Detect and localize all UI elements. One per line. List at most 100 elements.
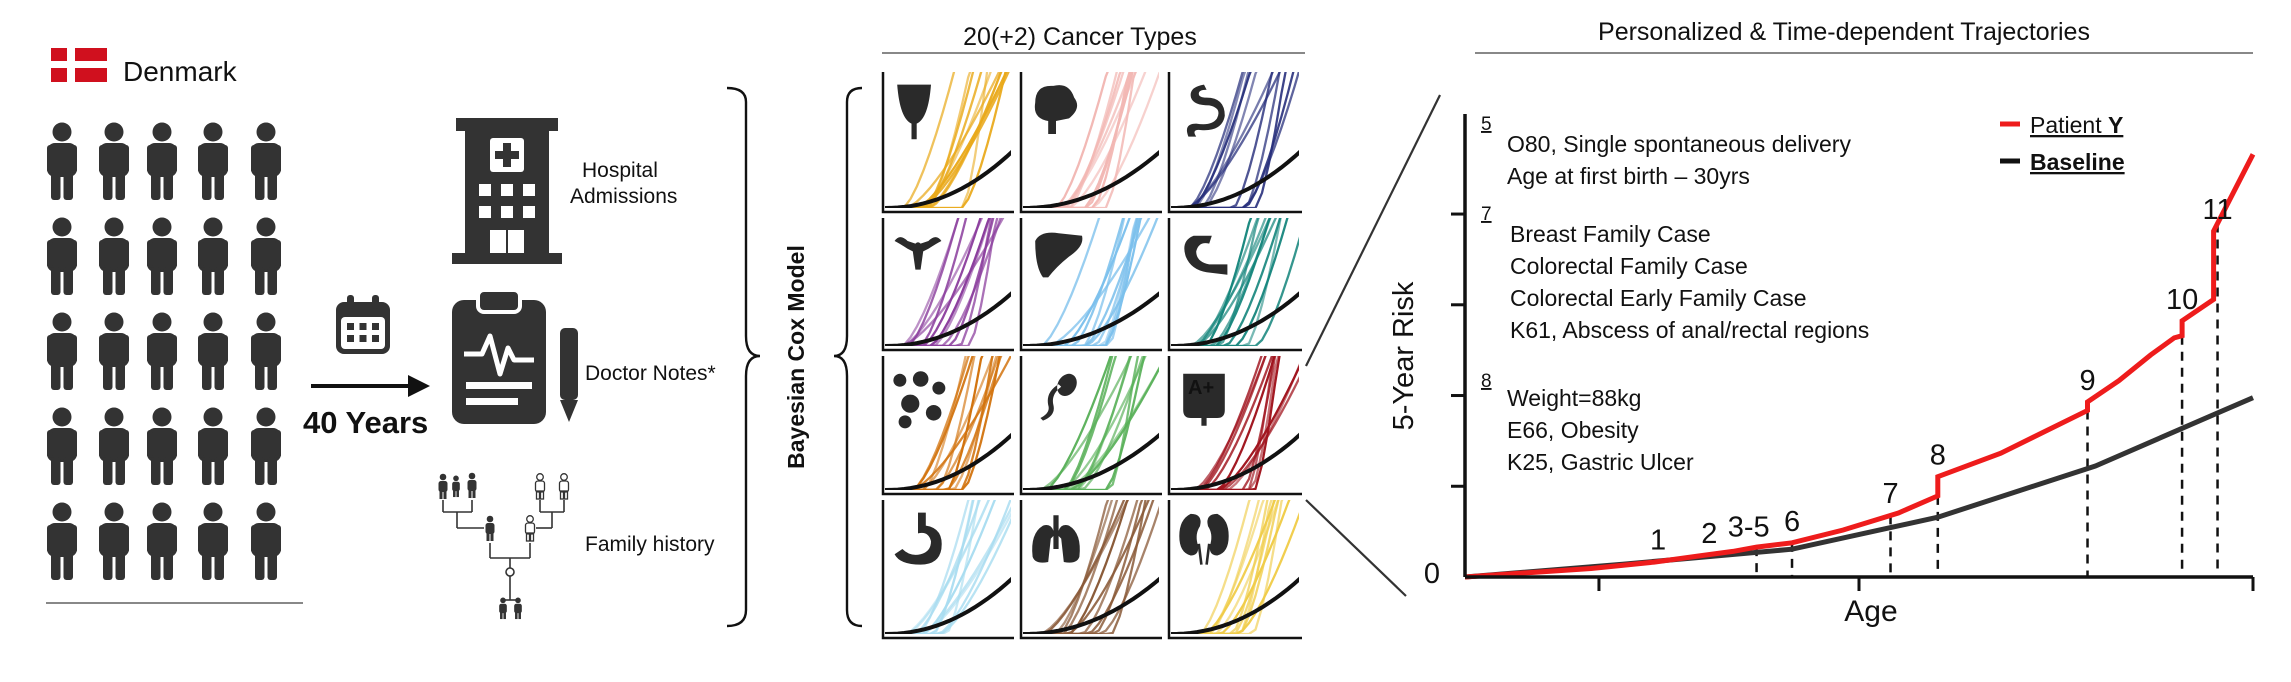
risk-curve: [1023, 500, 1150, 634]
y-zero-label: 0: [1424, 558, 1440, 590]
risk-curve: [1023, 72, 1159, 208]
person-icon: [99, 122, 129, 200]
risk-curve: [1023, 500, 1110, 634]
event-group-num: 8: [1481, 371, 1492, 392]
risk-curve: [1023, 218, 1143, 346]
risk-curve: [1171, 500, 1284, 634]
cell-axes: [1167, 356, 1302, 496]
risk-curves: [884, 356, 1011, 490]
risk-curve: [885, 72, 992, 208]
person-icon: [47, 217, 77, 295]
lungs-icon: [1032, 515, 1080, 563]
person-icon: [251, 122, 281, 200]
risk-curve: [1023, 356, 1117, 490]
blood-type-badge: A+: [1188, 377, 1214, 399]
risk-curve: [1023, 500, 1147, 634]
risk-curve: [1023, 218, 1159, 346]
chart-legend: Patient Y Baseline: [2000, 112, 2125, 175]
cancer-cell: [1019, 218, 1162, 352]
mean-risk-curve: [884, 150, 1011, 208]
risk-curve: [1171, 500, 1251, 634]
risk-curve: [1023, 72, 1134, 208]
cancer-cell: [881, 356, 1014, 496]
event-group-text: Weight=88kg E66, Obesity K25, Gastric Ul…: [1507, 385, 1694, 475]
person-icon: [251, 407, 281, 485]
person-icon: [198, 502, 228, 580]
risk-curve: [1171, 218, 1289, 346]
mean-risk-curve: [1170, 150, 1299, 208]
cancer-cell: [1167, 500, 1302, 640]
person-icon: [99, 312, 129, 390]
person-icon: [147, 122, 177, 200]
brain-icon: [1034, 85, 1078, 134]
kidney-icon: [1179, 513, 1229, 565]
risk-curve: [1171, 72, 1287, 208]
risk-curve: [885, 500, 975, 634]
person-icon: [251, 312, 281, 390]
person-icon: [251, 502, 281, 580]
zoom-line-bottom: [1305, 499, 1407, 597]
population-grid: [47, 122, 281, 580]
risk-curve: [885, 356, 1003, 490]
risk-curve: [885, 500, 970, 634]
risk-curve: [885, 72, 975, 208]
risk-curve: [1023, 500, 1129, 634]
risk-curve: [1171, 356, 1276, 490]
risk-curve: [1023, 72, 1147, 208]
event-marker-label: 3-5: [1728, 511, 1770, 543]
event-group-num: 7: [1481, 204, 1492, 225]
cancer-panel-title: 20(+2) Cancer Types: [963, 23, 1197, 51]
cancer-cell: [881, 72, 1014, 214]
risk-curve: [1171, 500, 1269, 634]
event-markers: 1 2 3-5 6 78 9 10 11: [1650, 194, 2233, 556]
hospital-icon: [452, 118, 562, 264]
risk-curves: [884, 500, 1011, 634]
timeline-arrow: [311, 375, 430, 397]
person-icon: [251, 217, 281, 295]
event-dashes: [1755, 223, 2219, 577]
model-label: Bayesian Cox Model: [783, 245, 809, 469]
risk-curve: [1171, 356, 1274, 490]
model-brace: [833, 86, 863, 628]
risk-curve: [1171, 500, 1280, 634]
cancer-cell: [1019, 72, 1162, 214]
data-sources: Hospital Admissions Doctor Notes*: [438, 86, 761, 628]
blood-bag-icon: [1183, 373, 1225, 426]
risk-curve: [885, 218, 999, 346]
y-axis-ticks: [1451, 212, 1465, 488]
event-marker-label: 6: [1784, 506, 1800, 538]
patient-series-line: [1464, 153, 2256, 580]
risk-curves: [1170, 500, 1299, 634]
lymph-node-icon: [893, 371, 946, 429]
x-axis-ticks: [1597, 577, 2255, 591]
risk-curve: [1171, 72, 1250, 208]
person-icon: [47, 312, 77, 390]
event-group-num: 5: [1481, 114, 1492, 135]
event-marker-label: 11: [2202, 194, 2232, 226]
risk-curve: [1023, 72, 1109, 208]
person-icon: [99, 502, 129, 580]
cell-axes: [881, 500, 1014, 640]
risk-curve: [1171, 236, 1299, 346]
liver-icon: [1035, 232, 1083, 278]
risk-curve: [1023, 218, 1142, 346]
person-icon: [198, 122, 228, 200]
cancer-grid: A+: [881, 72, 1302, 640]
risk-curve: [885, 218, 991, 346]
risk-curve: [885, 218, 968, 346]
risk-curve: [1023, 500, 1144, 634]
risk-curve: [885, 72, 1008, 208]
cell-axes: [1167, 500, 1302, 640]
risk-curves: [1022, 500, 1159, 634]
mean-risk-curve: [1022, 432, 1159, 490]
cancer-cell: [881, 500, 1014, 640]
cancer-cell: [1019, 356, 1162, 496]
risk-curve: [1023, 218, 1101, 346]
risk-curve: [885, 500, 980, 634]
sources-brace: [726, 86, 761, 628]
sperm-icon: [1040, 373, 1077, 421]
risk-curve: [1171, 218, 1272, 346]
risk-curve: [885, 356, 974, 490]
